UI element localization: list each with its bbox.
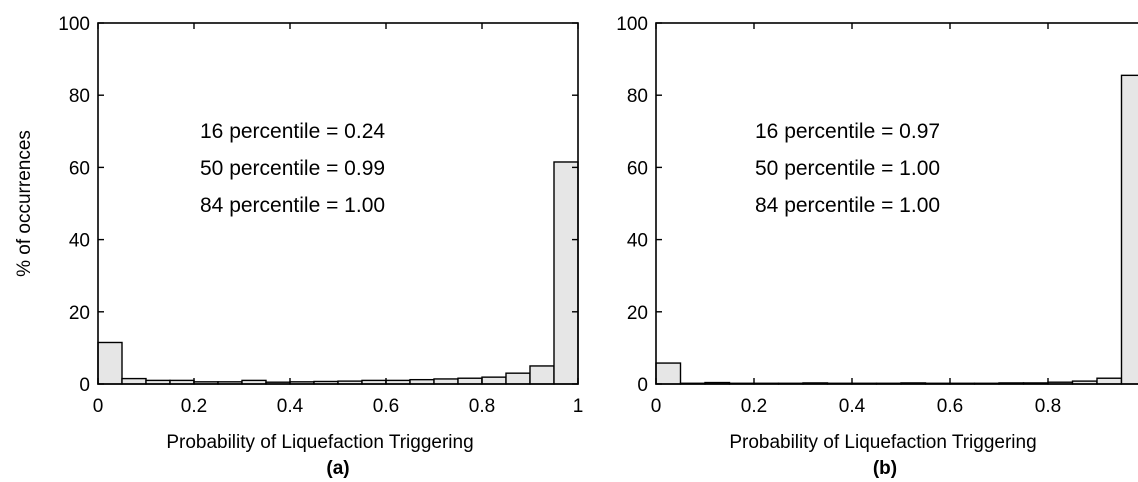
x-tick-label: 0.6 <box>937 396 963 417</box>
histogram-bar <box>505 372 531 385</box>
histogram-bar <box>481 376 507 385</box>
x-tick-label: 0.2 <box>181 396 207 417</box>
axes-frame <box>97 22 579 385</box>
y-tick-label: 60 <box>627 158 648 179</box>
x-tick-label: 0.4 <box>277 396 304 417</box>
y-tick-label: 0 <box>79 375 90 396</box>
histogram-bar <box>121 377 147 385</box>
histogram-bar <box>1120 74 1138 385</box>
x-tick-label: 1 <box>573 396 584 417</box>
histogram-bar <box>97 341 123 385</box>
chart-panel-a: 0 0.2 0.4 0.6 0.8 1 0 20 40 60 80 100 Probability of… <box>14 14 583 479</box>
y-tick-label: 100 <box>58 14 90 35</box>
x-tick-label: 0.4 <box>839 396 866 417</box>
x-tick-label: 0.8 <box>1035 396 1061 417</box>
y-tick-label: 40 <box>69 231 90 252</box>
panel-label: (a) <box>326 458 349 479</box>
y-tick-label: 80 <box>627 86 648 107</box>
percentile-annotation: 16 percentile = 0.97 <box>755 120 940 143</box>
y-tick-label: 20 <box>69 303 90 324</box>
y-tick-label: 80 <box>69 86 90 107</box>
y-tick-label: 40 <box>627 231 648 252</box>
x-tick-label: 0.2 <box>741 396 767 417</box>
percentile-annotation: 84 percentile = 1.00 <box>200 194 385 217</box>
y-tick-label: 100 <box>616 14 648 35</box>
histogram-bar <box>553 161 579 385</box>
x-tick-label: 0.6 <box>373 396 399 417</box>
y-tick-label: 60 <box>69 158 90 179</box>
x-tick-label: 0 <box>93 396 104 417</box>
y-tick-label: 20 <box>627 303 648 324</box>
percentile-annotation: 16 percentile = 0.24 <box>200 120 385 143</box>
x-tick-label: 0.8 <box>469 396 495 417</box>
axes-frame <box>655 22 1138 385</box>
histogram-bar <box>1096 377 1123 385</box>
percentile-annotation: 50 percentile = 1.00 <box>755 157 940 180</box>
histogram-bar <box>655 362 682 385</box>
histogram-bar <box>457 377 483 385</box>
percentile-annotation: 84 percentile = 1.00 <box>755 194 940 217</box>
y-tick-label: 0 <box>637 375 648 396</box>
x-axis-label: Probability of Liquefaction Triggering <box>166 432 473 453</box>
x-tick-label: 0 <box>651 396 662 417</box>
histogram-bar <box>529 365 555 385</box>
y-axis-label: % of occurrences <box>14 130 35 277</box>
percentile-annotation: 50 percentile = 0.99 <box>200 157 385 180</box>
x-axis-label: Probability of Liquefaction Triggering <box>729 432 1036 453</box>
panel-label: (b) <box>873 458 897 479</box>
